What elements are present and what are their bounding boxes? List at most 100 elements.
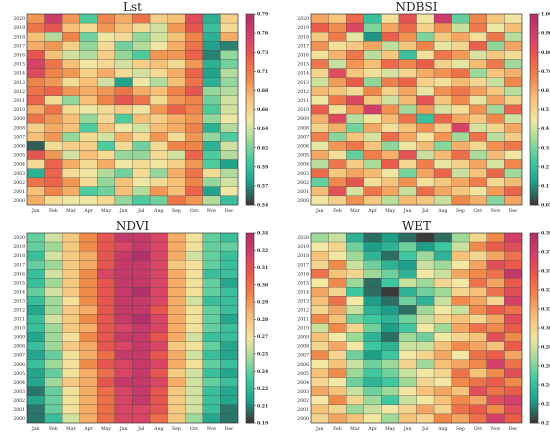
- heatmap-cell: [26, 413, 45, 424]
- colorbar-tick-label: 0.61: [541, 88, 550, 94]
- heatmap-cell: [363, 269, 382, 279]
- heatmap-cell: [149, 123, 168, 133]
- colorbar-segment: [246, 96, 254, 101]
- heatmap-cell: [328, 50, 347, 60]
- heatmap-cell: [62, 341, 80, 351]
- heatmap-cell: [26, 95, 45, 106]
- colorbar-segment: [246, 14, 254, 18]
- heatmap-cell: [132, 305, 151, 315]
- heatmap-cell: [220, 123, 239, 133]
- heatmap-cell: [185, 150, 203, 160]
- heatmap-cell: [469, 195, 487, 206]
- heatmap-cell: [26, 177, 45, 187]
- colorbar-segment: [530, 391, 538, 395]
- heatmap-cell: [114, 404, 133, 415]
- year-tick-label: 2019: [13, 244, 25, 250]
- heatmap-cell: [328, 314, 347, 324]
- heatmap-cell: [114, 278, 133, 288]
- year-tick-label: 2007: [13, 353, 25, 359]
- heatmap-cell: [149, 287, 168, 297]
- heatmap-cell: [149, 314, 168, 324]
- heatmap-cell: [167, 232, 186, 243]
- heatmap-cell: [114, 104, 133, 115]
- heatmap-cell: [44, 359, 63, 369]
- month-tick-label: Dec: [225, 208, 234, 214]
- heatmap-cell: [149, 77, 168, 87]
- heatmap-cell: [504, 232, 523, 243]
- heatmap-cell: [44, 395, 63, 406]
- colorbar-segment: [530, 407, 538, 411]
- heatmap-cell: [433, 314, 452, 324]
- heatmap-cell: [167, 132, 186, 142]
- heatmap-cell: [381, 59, 400, 69]
- heatmap-cell: [346, 123, 364, 133]
- colorbar-segment: [530, 138, 538, 142]
- year-tick-label: 2013: [13, 298, 25, 304]
- colorbar-segment: [246, 122, 254, 126]
- heatmap-cell: [62, 404, 80, 415]
- heatmap-cell: [220, 278, 239, 288]
- colorbar-segment: [246, 369, 254, 373]
- heatmap-cell: [346, 296, 364, 306]
- heatmap-cell: [44, 186, 63, 197]
- heatmap-cell: [381, 269, 400, 279]
- heatmap-cell: [398, 123, 417, 133]
- month-tick-label: Dec: [509, 208, 518, 214]
- colorbar-segment: [530, 141, 538, 145]
- heatmap-cell: [79, 260, 98, 270]
- year-tick-label: 2005: [13, 371, 25, 377]
- heatmap-cell: [433, 123, 452, 133]
- heatmap-cell: [114, 377, 133, 387]
- heatmap-cell: [26, 132, 45, 142]
- heatmap-cell: [469, 350, 487, 360]
- year-tick-label: 2017: [297, 43, 309, 49]
- heatmap-cell: [486, 104, 505, 115]
- heatmap-cell: [433, 177, 452, 187]
- heatmap-cell: [451, 68, 470, 78]
- colorbar-segment: [530, 397, 538, 402]
- heatmap-cell: [504, 123, 523, 133]
- heatmap-cell: [363, 177, 382, 187]
- colorbar-segment: [530, 74, 538, 78]
- heatmap-cell: [62, 104, 80, 115]
- heatmap-cell: [381, 32, 400, 42]
- year-tick-label: 2001: [13, 407, 25, 413]
- year-tick-label: 2007: [297, 134, 309, 140]
- heatmap-cell: [79, 168, 98, 178]
- month-tick-label: Apr: [367, 426, 377, 432]
- heatmap-cell: [185, 177, 203, 187]
- colorbar-segment: [530, 52, 538, 56]
- heatmap-cell: [504, 32, 523, 42]
- heatmap-cell: [44, 113, 63, 124]
- heatmap-cell: [185, 113, 203, 124]
- heatmap-cell: [185, 232, 203, 243]
- heatmap-cell: [451, 404, 470, 415]
- heatmap-cell: [398, 241, 417, 252]
- heatmap-cell: [132, 404, 151, 415]
- colorbar-tick-label: 0.21: [541, 164, 550, 170]
- heatmap-cell: [167, 32, 186, 42]
- heatmap-cell: [220, 413, 239, 424]
- colorbar-segment: [246, 138, 254, 142]
- heatmap-cell: [451, 141, 470, 151]
- heatmap-cell: [26, 305, 45, 315]
- colorbar-segment: [246, 353, 254, 357]
- heatmap-cell: [486, 95, 505, 106]
- heatmap-cell: [132, 269, 151, 279]
- heatmap-cell: [328, 332, 347, 342]
- heatmap-cell: [328, 386, 347, 396]
- year-tick-label: 2014: [297, 289, 309, 295]
- heatmap-cell: [97, 159, 116, 169]
- heatmap-cell: [97, 260, 116, 270]
- heatmap-cell: [62, 68, 80, 78]
- heatmap-cell: [328, 323, 347, 333]
- heatmap-cell: [185, 195, 203, 206]
- year-tick-label: 2001: [297, 189, 309, 195]
- heatmap-cell: [310, 132, 329, 142]
- heatmap-cell: [451, 278, 470, 288]
- heatmap-cell: [79, 314, 98, 324]
- heatmap-cell: [451, 241, 470, 252]
- colorbar-segment: [246, 42, 254, 47]
- colorbar-segment: [246, 157, 254, 161]
- heatmap-cell: [97, 59, 116, 69]
